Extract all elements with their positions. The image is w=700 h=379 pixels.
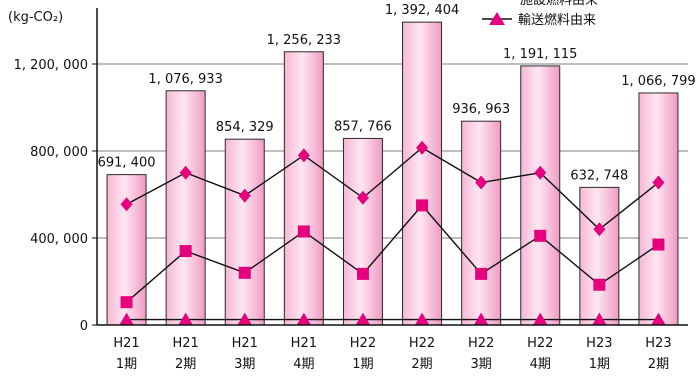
- bar: [461, 120, 502, 326]
- bar: [165, 90, 206, 326]
- x-tick-label: 1期: [352, 357, 373, 372]
- x-tick-label: H21: [291, 336, 317, 351]
- bar-value-label: 691, 400: [98, 156, 156, 171]
- bar: [402, 21, 443, 326]
- bar-value-label: 632, 748: [570, 168, 628, 183]
- triangle-marker: [592, 312, 607, 325]
- axes: H21 1期 H21 2期 H21 3期 H21 4期 H22 1期 H22 2期 H22 3期 H22 4期…: [96, 8, 688, 372]
- triangle-marker: [178, 312, 193, 325]
- x-tick-label: H22: [527, 336, 553, 351]
- x-tick-label: H23: [586, 336, 612, 351]
- x-tick-label: 4期: [530, 357, 551, 372]
- y-tick-label: 0: [80, 319, 88, 334]
- square-marker: [297, 225, 310, 238]
- x-tick-label: H23: [645, 336, 671, 351]
- bar-value-label: 1, 076, 933: [148, 72, 222, 87]
- triangle-marker: [651, 312, 666, 325]
- square-marker: [416, 199, 429, 212]
- x-tick-label: 2期: [411, 357, 432, 372]
- diamond-marker: [179, 165, 192, 180]
- x-tick-label: H22: [350, 336, 376, 351]
- square-marker: [356, 267, 369, 280]
- bar: [283, 51, 324, 326]
- bar-value-label: 1, 392, 404: [385, 3, 459, 18]
- x-tick-label: 2期: [175, 357, 196, 372]
- x-tick-label: 3期: [471, 357, 492, 372]
- diamond-marker: [238, 188, 251, 203]
- bar-value-label: 1, 256, 233: [267, 33, 341, 48]
- series-line: [126, 204, 659, 303]
- square-marker: [475, 267, 488, 280]
- square-marker: [652, 238, 665, 251]
- bar-value-label: 854, 329: [216, 120, 274, 135]
- triangle-marker: [119, 312, 134, 325]
- triangle-marker: [415, 312, 430, 325]
- legend-partial-label: 施設燃料由来: [520, 0, 598, 8]
- x-tick-label: 3期: [234, 357, 255, 372]
- bar: [342, 137, 383, 326]
- y-unit-label: (kg-CO₂): [8, 10, 63, 25]
- legend-triangle-marker: [489, 12, 505, 25]
- triangle-marker: [474, 312, 489, 325]
- diamond-marker: [356, 190, 369, 205]
- triangle-marker: [237, 312, 252, 325]
- x-tick-label: H22: [409, 336, 435, 351]
- bar: [520, 65, 561, 326]
- x-tick-label: 2期: [648, 357, 669, 372]
- diamond-marker: [652, 175, 665, 190]
- y-tick-label: 800, 000: [30, 145, 88, 160]
- x-tick-label: H21: [232, 336, 258, 351]
- square-marker: [120, 296, 133, 309]
- x-tick-label: H22: [468, 336, 494, 351]
- legend-triangle-label: 輸送燃料由来: [518, 12, 596, 28]
- x-tick-label: 1期: [116, 357, 137, 372]
- x-tick-label: 1期: [589, 357, 610, 372]
- square-marker: [238, 266, 251, 279]
- y-tick-label: 400, 000: [30, 232, 88, 247]
- bar: [579, 186, 620, 326]
- x-tick-label: H21: [113, 336, 139, 351]
- square-marker: [534, 229, 547, 242]
- diamond-marker: [297, 148, 310, 163]
- triangle-marker: [355, 312, 370, 325]
- bar-value-label: 1, 066, 799: [621, 74, 695, 89]
- triangle-marker: [296, 312, 311, 325]
- x-tick-label: H21: [172, 336, 198, 351]
- diamond-marker: [120, 197, 133, 212]
- y-tick-label: 1, 200, 000: [14, 58, 88, 73]
- bar-value-label: 936, 963: [452, 102, 510, 117]
- bar-value-label: 857, 766: [334, 119, 392, 134]
- diamond-marker: [475, 175, 488, 190]
- legend: 施設燃料由来 輸送燃料由来: [482, 0, 598, 28]
- line-series: [119, 140, 666, 325]
- square-marker: [593, 278, 606, 291]
- bar-value-label: 1, 191, 115: [503, 47, 577, 62]
- square-marker: [179, 245, 192, 258]
- diamond-marker: [534, 165, 547, 180]
- bar: [638, 92, 679, 326]
- series-line: [126, 146, 659, 231]
- triangle-marker: [533, 312, 548, 325]
- diamond-marker: [416, 140, 429, 155]
- diamond-marker: [593, 222, 606, 237]
- data-labels: 691, 400 1, 076, 933 854, 329 1, 256, 233 85…: [98, 3, 696, 183]
- bar: [224, 138, 265, 326]
- x-tick-label: 4期: [293, 357, 314, 372]
